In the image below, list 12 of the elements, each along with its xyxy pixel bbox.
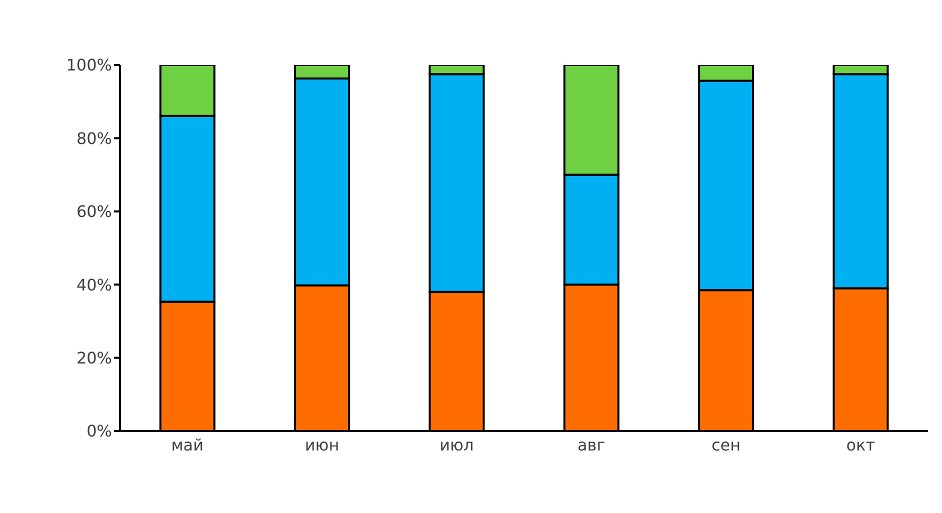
x-tick-label: май [171,435,204,454]
y-tick-label: 0% [86,422,112,441]
y-tick-label: 100% [66,56,112,75]
y-tick-label: 40% [76,275,112,294]
y-tick-label: 20% [76,348,112,368]
y-tick-label: 60% [76,202,112,222]
y-tick-label: 80% [76,128,112,148]
x-tick-label: окт [846,435,876,454]
x-tick-label: сен [711,435,741,454]
x-tick-label: авг [578,435,606,454]
x-tick-label: июн [304,435,340,454]
x-tick-label: июл [440,435,474,454]
